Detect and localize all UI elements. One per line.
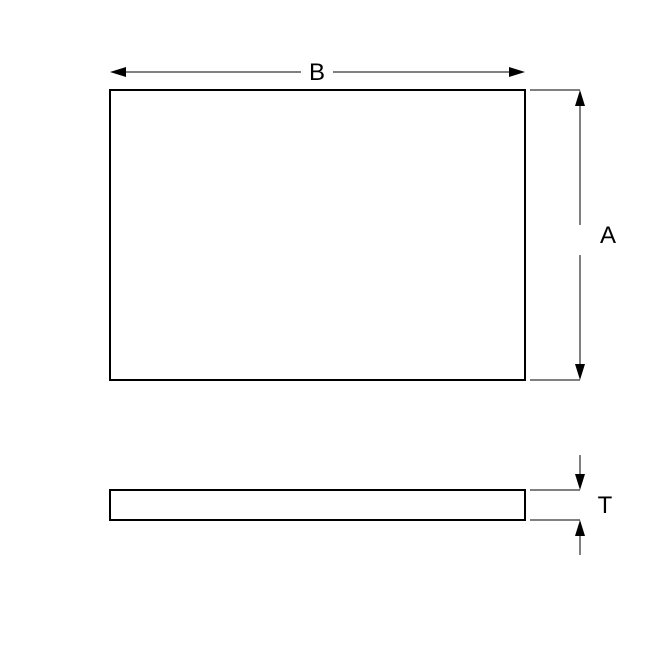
side-view <box>110 490 525 520</box>
dimension-a-label: A <box>600 222 616 249</box>
side-rectangle <box>110 490 525 520</box>
dimension-drawing: B A T <box>0 0 670 670</box>
top-rectangle <box>110 90 525 380</box>
dimension-t: T <box>530 455 613 555</box>
dimension-t-label: T <box>598 492 613 519</box>
dimension-b-label: B <box>309 59 325 86</box>
dimension-b: B <box>110 58 525 88</box>
dimension-a: A <box>530 90 616 380</box>
top-view <box>110 90 525 380</box>
